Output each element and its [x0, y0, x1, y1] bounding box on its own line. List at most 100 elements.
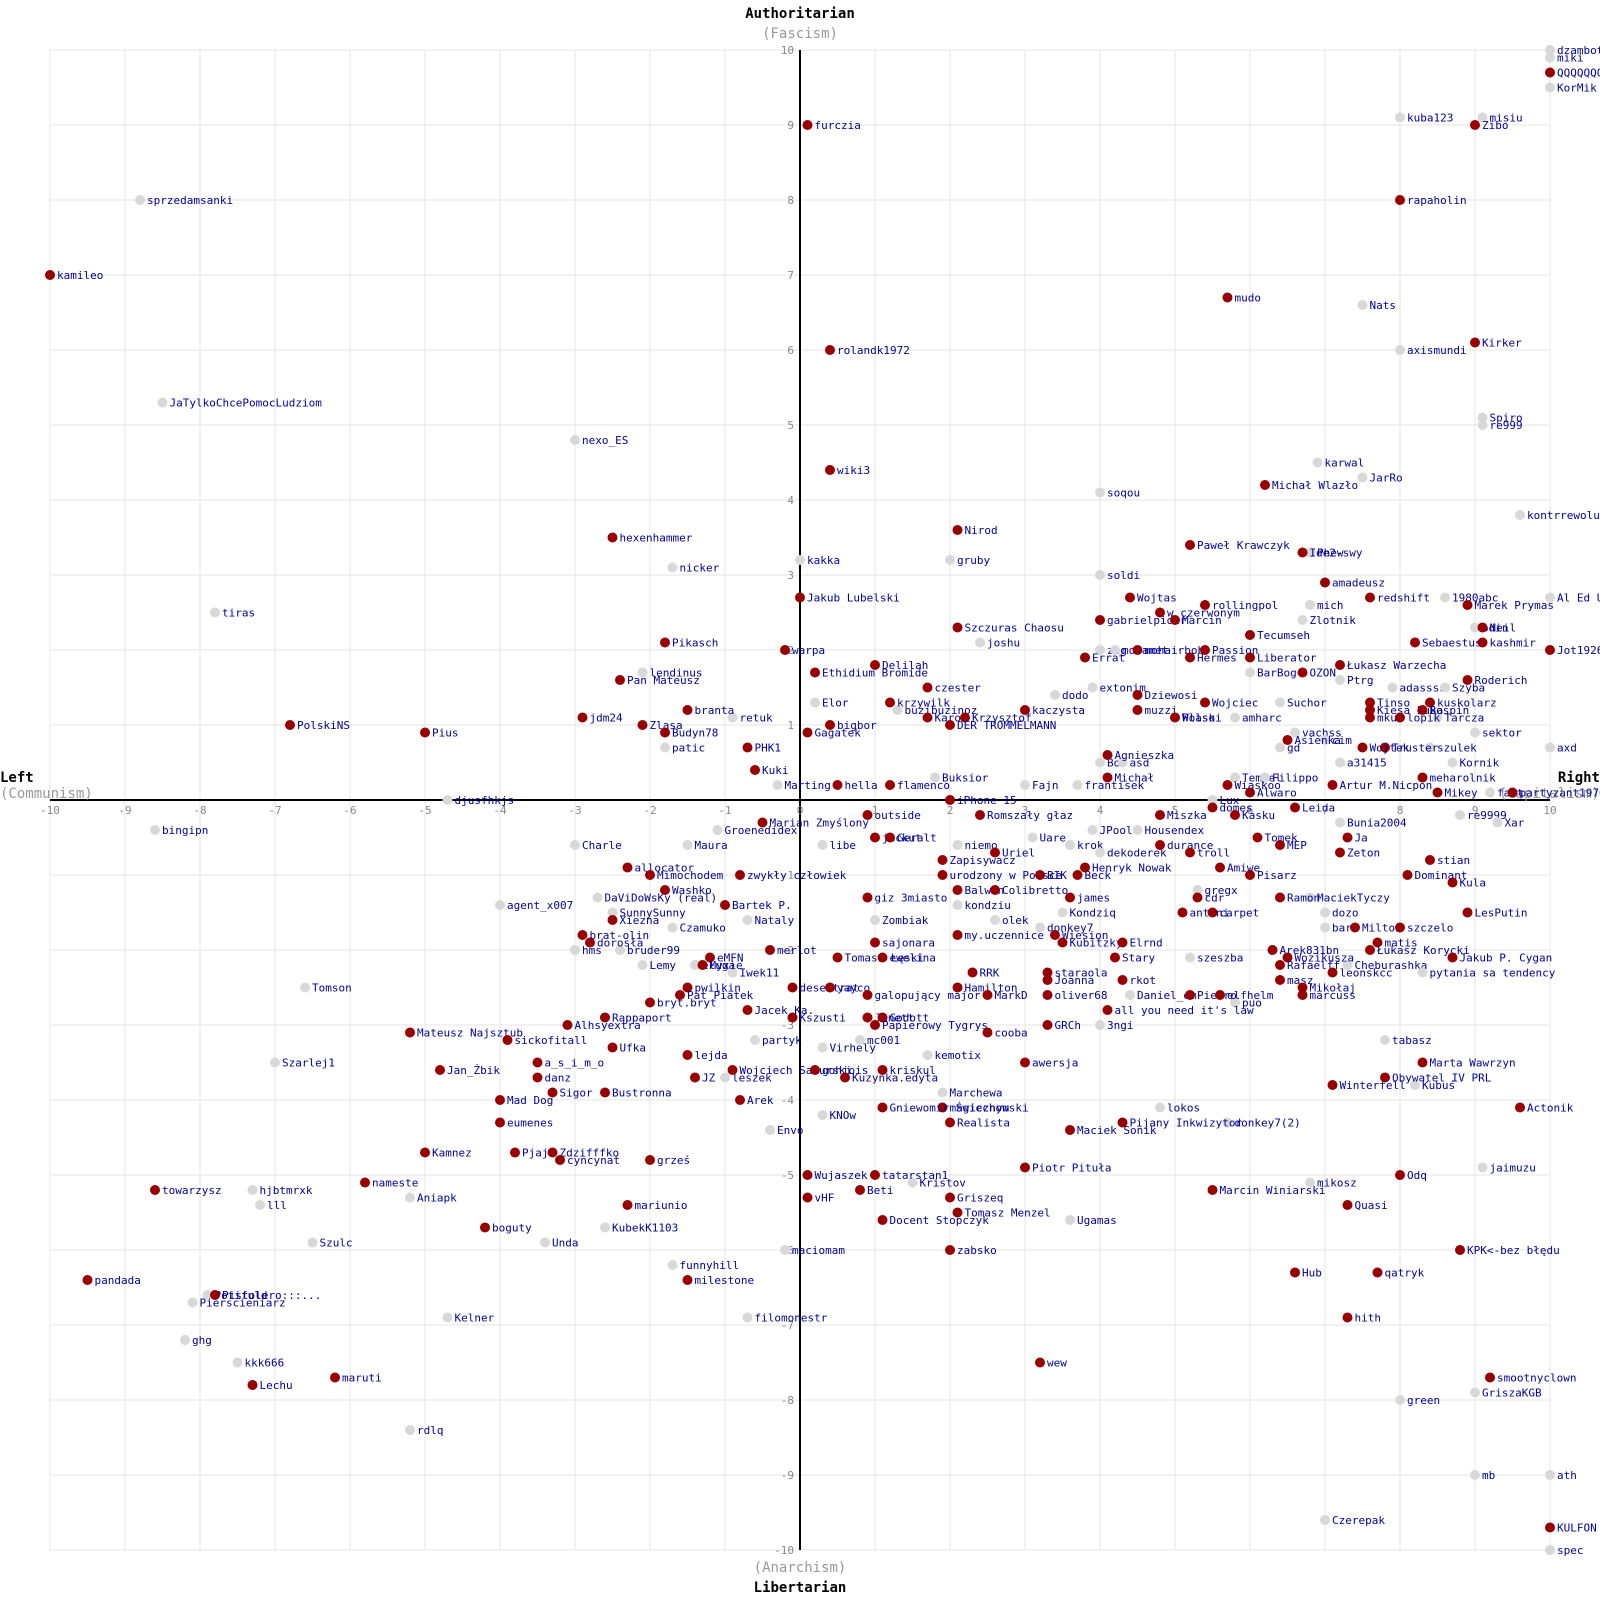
data-point — [1402, 870, 1413, 880]
axis-subtitle-top: (Fascism) — [762, 26, 838, 42]
data-point-label: RRK — [980, 967, 1000, 980]
data-point — [952, 525, 963, 535]
data-point-label: grześ — [657, 1154, 690, 1167]
data-point-label: Xiezna — [620, 914, 660, 927]
data-point — [1320, 577, 1330, 588]
data-point-label: agent_x007 — [507, 899, 573, 912]
data-point-label: DaViDoWsKy (real) — [605, 892, 718, 905]
data-point-label: Wujaszek — [815, 1169, 868, 1182]
data-point — [442, 1312, 453, 1323]
x-tick-label: -1 — [718, 804, 731, 817]
data-point-label: Paweł Krawczyk — [1197, 539, 1290, 552]
data-point — [817, 840, 828, 850]
data-point-label: meharolnik — [1430, 772, 1497, 785]
data-point — [1342, 1200, 1353, 1210]
data-point-label: JPool — [1100, 824, 1133, 837]
data-point-label: Pjaj — [522, 1147, 549, 1160]
data-point — [82, 1275, 93, 1285]
x-tick-label: -9 — [118, 804, 131, 817]
data-point — [1440, 592, 1450, 603]
data-point-label: a31415 — [1347, 757, 1387, 770]
data-point — [45, 270, 55, 280]
data-point-label: Pan Mateusz — [627, 674, 700, 687]
data-point — [1020, 780, 1030, 790]
data-point-label: troll — [1197, 847, 1230, 860]
data-point — [532, 1057, 543, 1068]
data-point — [637, 960, 648, 970]
data-point-label: Tecumseh — [1257, 629, 1310, 642]
data-point-label: partyk — [762, 1034, 802, 1047]
data-point — [1395, 1395, 1405, 1405]
data-point-label: Czerepak — [1332, 1514, 1385, 1527]
data-point — [840, 1072, 850, 1083]
data-point-label: nicker — [680, 562, 720, 575]
data-point — [270, 1057, 280, 1068]
data-point — [667, 562, 678, 573]
data-point-label: Envo — [777, 1124, 804, 1137]
data-point-label: dzamboto — [1557, 44, 1600, 57]
data-point — [1230, 712, 1240, 723]
data-point — [870, 937, 880, 948]
data-point-label: hella — [845, 779, 878, 792]
data-point — [1470, 727, 1480, 738]
data-point — [1102, 1005, 1113, 1015]
data-point — [480, 1222, 490, 1233]
data-point-label: Miszka — [1167, 809, 1207, 822]
data-point — [937, 1087, 948, 1098]
data-point-label: donkey7 — [1047, 922, 1093, 935]
data-point-label: Nirod — [965, 524, 998, 537]
data-point — [1057, 907, 1068, 918]
data-point-label: matis — [1385, 937, 1418, 950]
data-point-label: iPhone 15 — [957, 794, 1017, 807]
data-point — [870, 915, 880, 925]
data-point — [862, 990, 873, 1000]
x-tick-label: 3 — [1022, 804, 1029, 817]
data-point-label: brat-olin — [590, 929, 650, 942]
data-point — [877, 1012, 888, 1023]
data-point — [247, 1380, 258, 1390]
data-point — [1065, 1125, 1075, 1135]
data-point — [1222, 1117, 1233, 1128]
data-point — [990, 885, 1000, 895]
data-point-label: libe — [830, 839, 857, 852]
data-point — [720, 900, 730, 910]
data-point-label: flamenco — [897, 779, 950, 792]
axis-title-left: Left — [0, 770, 34, 786]
data-point — [1342, 1312, 1353, 1323]
data-point — [1515, 1102, 1525, 1113]
data-point-label: Szarlej1 — [282, 1057, 335, 1070]
data-point-label: nameste — [372, 1177, 418, 1190]
data-point — [607, 532, 618, 543]
data-point — [660, 637, 670, 648]
data-point — [202, 1290, 213, 1300]
data-point — [210, 1290, 220, 1300]
data-point — [922, 1050, 933, 1060]
data-point — [1477, 622, 1488, 633]
data-point-label: axd — [1557, 742, 1577, 755]
data-point — [495, 900, 505, 910]
data-point-label: rkot — [1130, 974, 1157, 987]
data-point — [765, 945, 775, 955]
data-point — [1245, 630, 1255, 640]
data-point — [742, 1312, 753, 1323]
data-point-label: gd — [1287, 742, 1300, 755]
data-point-label: gohjois — [822, 1064, 868, 1077]
data-point-label: 1980abc — [1452, 592, 1498, 605]
data-point — [300, 982, 310, 993]
data-point — [1477, 420, 1488, 430]
data-point-label: kondziu — [965, 899, 1011, 912]
data-point — [1312, 457, 1323, 468]
y-tick-label: 6 — [787, 344, 794, 357]
data-point-label: Ptrg — [1347, 674, 1374, 687]
data-point-label: OZON — [1310, 667, 1337, 680]
data-point-label: re999 — [1490, 419, 1523, 432]
data-point — [435, 1065, 445, 1075]
data-point — [1335, 847, 1345, 858]
data-point-label: Pistolero:::... — [222, 1289, 321, 1302]
data-point — [247, 1185, 258, 1195]
data-point-label: cdr — [1205, 892, 1225, 905]
data-point — [885, 780, 895, 790]
data-point — [795, 555, 805, 565]
y-tick-label: -7 — [781, 1319, 794, 1332]
data-point-label: Mikey — [1445, 787, 1478, 800]
